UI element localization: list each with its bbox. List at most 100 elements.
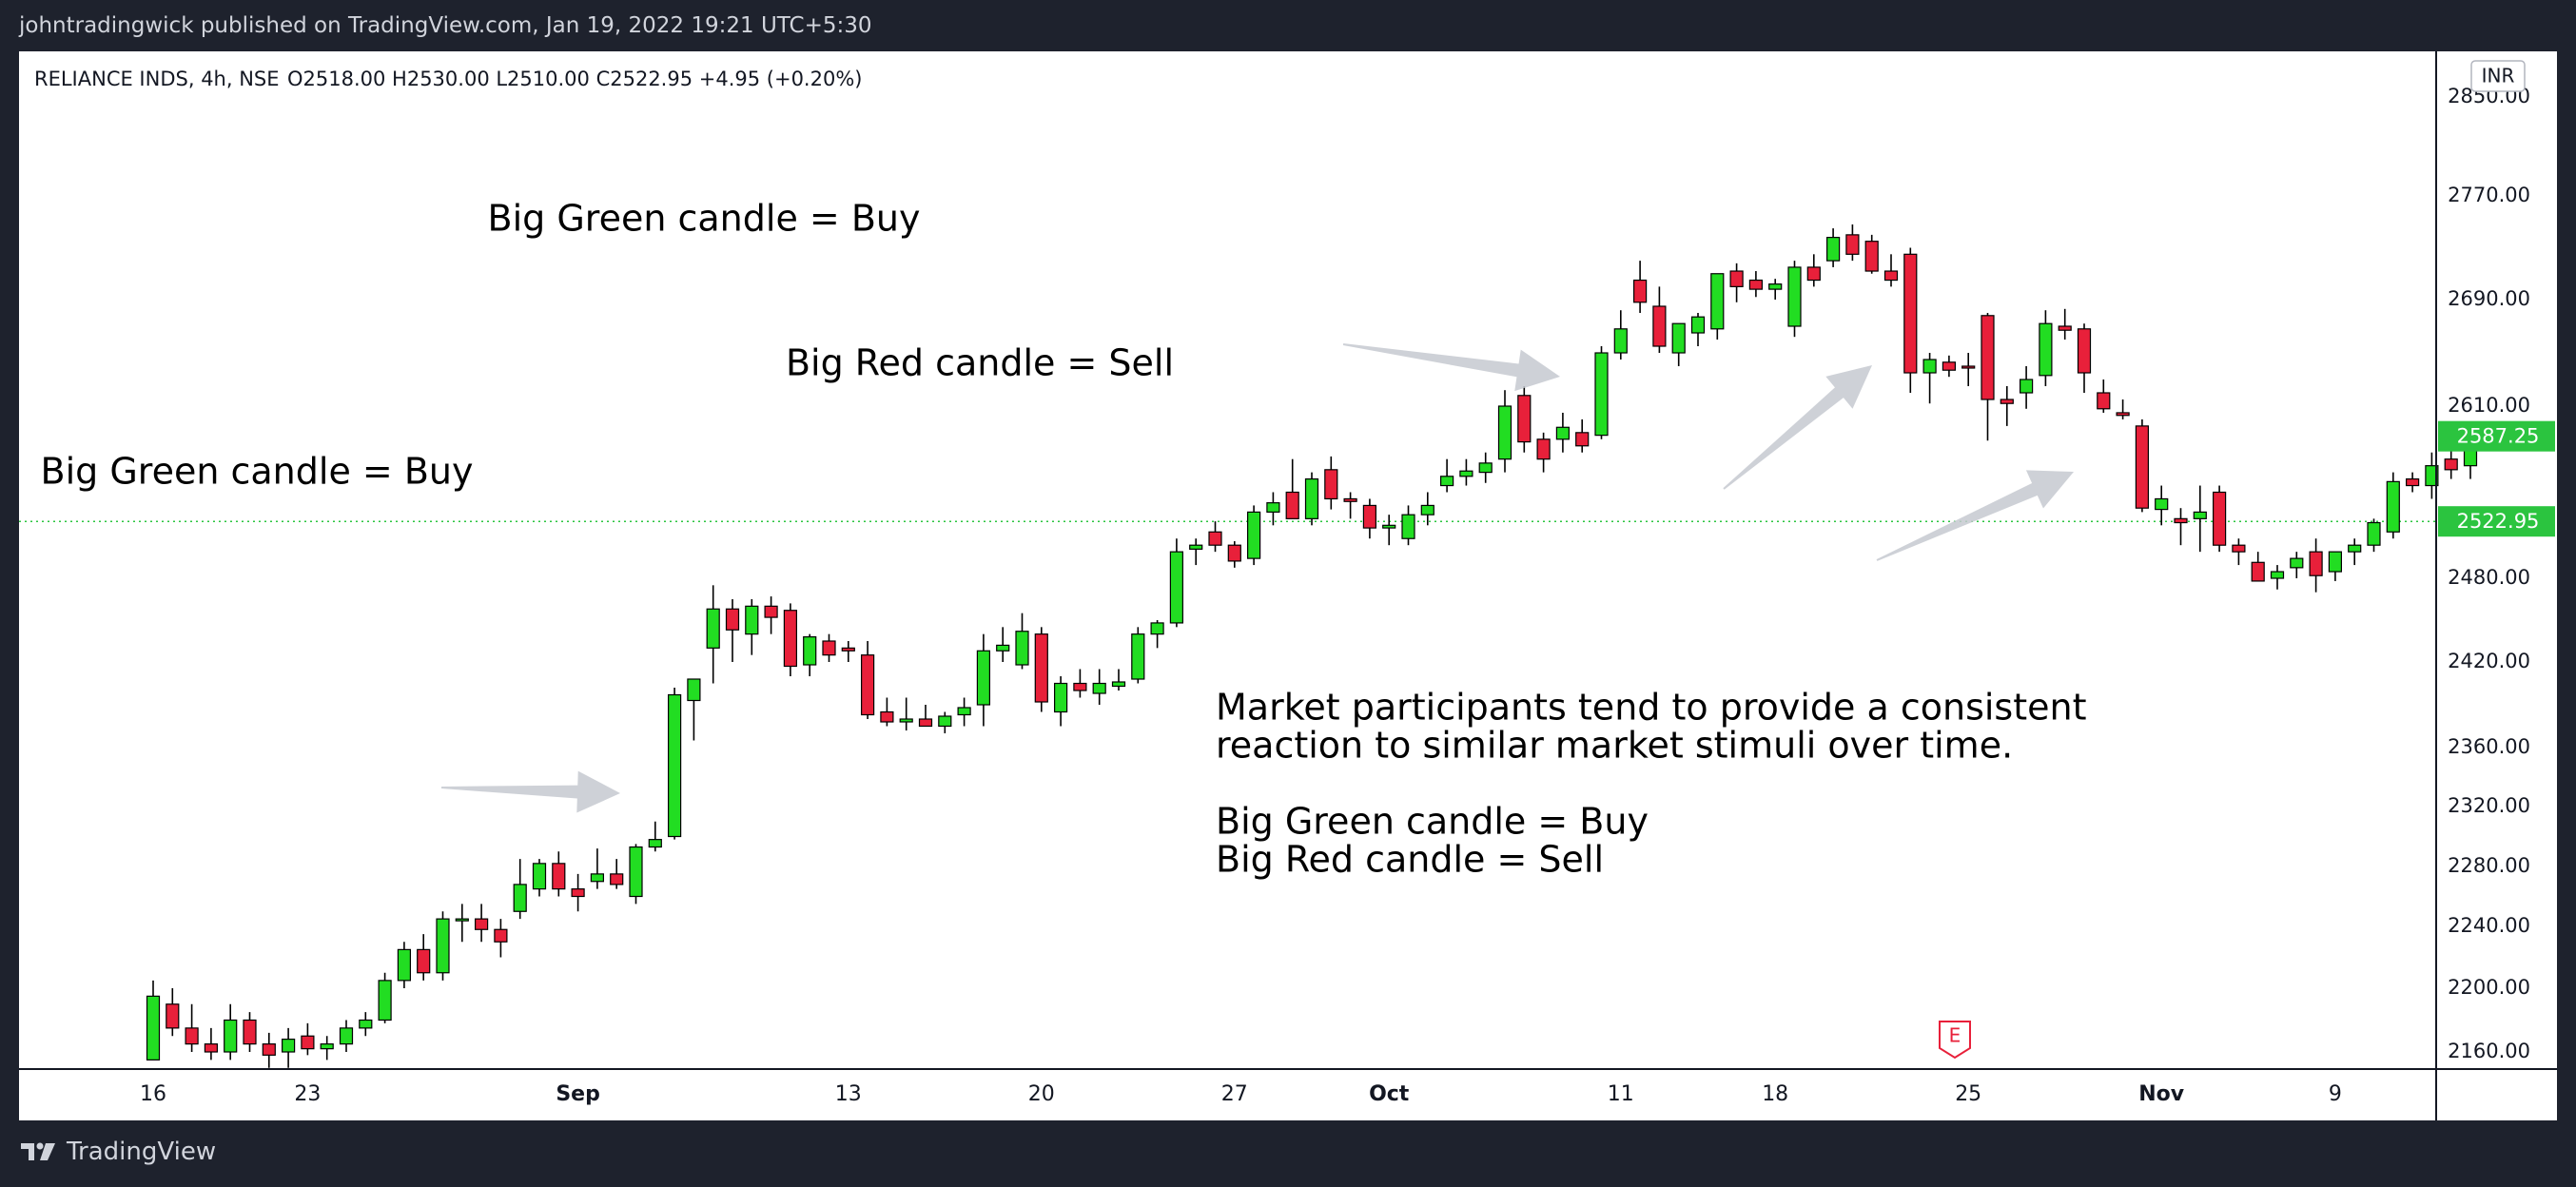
candle-body <box>610 873 624 885</box>
candle <box>1266 492 1280 526</box>
candle-body <box>2077 328 2092 374</box>
candle-body <box>1131 633 1145 680</box>
candle-body <box>706 608 720 649</box>
candle <box>764 596 778 634</box>
candle-body <box>880 710 894 723</box>
candle <box>899 697 913 730</box>
candle-body <box>339 1027 354 1045</box>
candlestick-chart[interactable]: Big Green candle = Buy Big Green candle =… <box>19 51 2557 1120</box>
candle-body <box>2386 480 2400 533</box>
candle <box>1536 432 1551 473</box>
arrows-layer <box>440 343 2074 813</box>
candle-body <box>2097 392 2111 410</box>
candle <box>1710 273 1725 340</box>
candle-body <box>1073 682 1087 691</box>
candle <box>1420 492 1434 526</box>
candle <box>1169 538 1184 628</box>
candle <box>1517 386 1532 453</box>
candle-body <box>1227 544 1241 562</box>
candle <box>1073 669 1087 698</box>
candle-body <box>629 846 643 898</box>
candle-body <box>1034 633 1048 703</box>
candle-body <box>1169 551 1184 624</box>
candle <box>301 1022 315 1056</box>
price-tick-label: 2280.00 <box>2448 854 2530 877</box>
candle-body <box>2348 544 2362 553</box>
candle-body <box>1343 497 1357 502</box>
candle <box>2020 366 2034 409</box>
candle-body <box>996 644 1010 652</box>
candle-body <box>1092 682 1106 694</box>
candle-body <box>1864 241 1879 272</box>
candle <box>571 873 585 912</box>
candle <box>1864 234 1879 274</box>
candle-body <box>1787 266 1802 327</box>
price-badge <box>2438 506 2555 537</box>
candle-body <box>2155 497 2169 511</box>
candle-body <box>1266 502 1280 513</box>
candle <box>2270 565 2285 590</box>
candle <box>224 1003 238 1061</box>
candle-body <box>2193 511 2207 519</box>
time-tick-label: 23 <box>294 1082 321 1106</box>
candle-body <box>1825 237 1841 262</box>
price-tick-label: 2690.00 <box>2448 287 2530 310</box>
price-tick-label: 2420.00 <box>2448 650 2530 672</box>
candle <box>1053 676 1068 727</box>
candle-body <box>1671 322 1686 354</box>
chart-area[interactable]: Big Green candle = Buy Big Green candle =… <box>19 51 2557 1120</box>
candle <box>880 697 894 727</box>
candle-body <box>1555 426 1571 440</box>
candle <box>320 1036 334 1061</box>
candle <box>2290 552 2304 578</box>
candle <box>1459 458 1473 486</box>
note-line: Big Green candle = Buy <box>1216 801 1649 843</box>
candle-body <box>938 715 952 728</box>
candle <box>1343 492 1357 519</box>
candle <box>1806 254 1821 287</box>
candle-body <box>2232 544 2246 553</box>
candle-body <box>552 863 566 890</box>
price-badge <box>2438 420 2555 452</box>
candle <box>803 633 817 676</box>
candle-body <box>2425 465 2439 487</box>
note-line: Market participants tend to provide a co… <box>1216 687 2087 729</box>
candle-body <box>1053 682 1068 713</box>
candle-body <box>320 1043 334 1050</box>
candle <box>860 641 875 719</box>
candle-body <box>1382 524 1396 529</box>
candle <box>996 627 1010 662</box>
candle <box>1748 271 1764 298</box>
candle-body <box>262 1043 276 1056</box>
candle <box>725 599 740 662</box>
candle <box>1555 412 1571 453</box>
candle-body <box>359 1019 373 1029</box>
candle <box>1478 452 1493 483</box>
tradingview-brand[interactable]: TradingView <box>19 1138 216 1166</box>
brand-label: TradingView <box>67 1138 217 1166</box>
candle-body <box>1575 432 1590 447</box>
candle-body <box>822 640 836 656</box>
candle-body <box>918 718 933 728</box>
candle-body <box>475 918 489 930</box>
candle-body <box>783 610 798 668</box>
candle <box>397 942 411 988</box>
candle <box>706 585 720 684</box>
candle <box>1787 261 1802 338</box>
time-tick-label: 25 <box>1955 1082 1981 1106</box>
candle <box>783 603 798 676</box>
candle <box>1671 322 1686 366</box>
candle <box>2406 472 2420 493</box>
candle-body <box>957 707 971 716</box>
candle <box>1015 613 1029 670</box>
candle <box>648 821 662 852</box>
candle-body <box>1015 631 1029 666</box>
candle <box>745 599 759 655</box>
candle-body <box>185 1027 199 1045</box>
annotation-label: Big Green candle = Buy <box>41 451 474 493</box>
time-tick-label: 18 <box>1762 1082 1788 1106</box>
candle <box>1961 353 1976 386</box>
candle-body <box>146 995 161 1061</box>
annotation-arrow <box>1876 470 2074 561</box>
candle <box>2116 399 2130 419</box>
